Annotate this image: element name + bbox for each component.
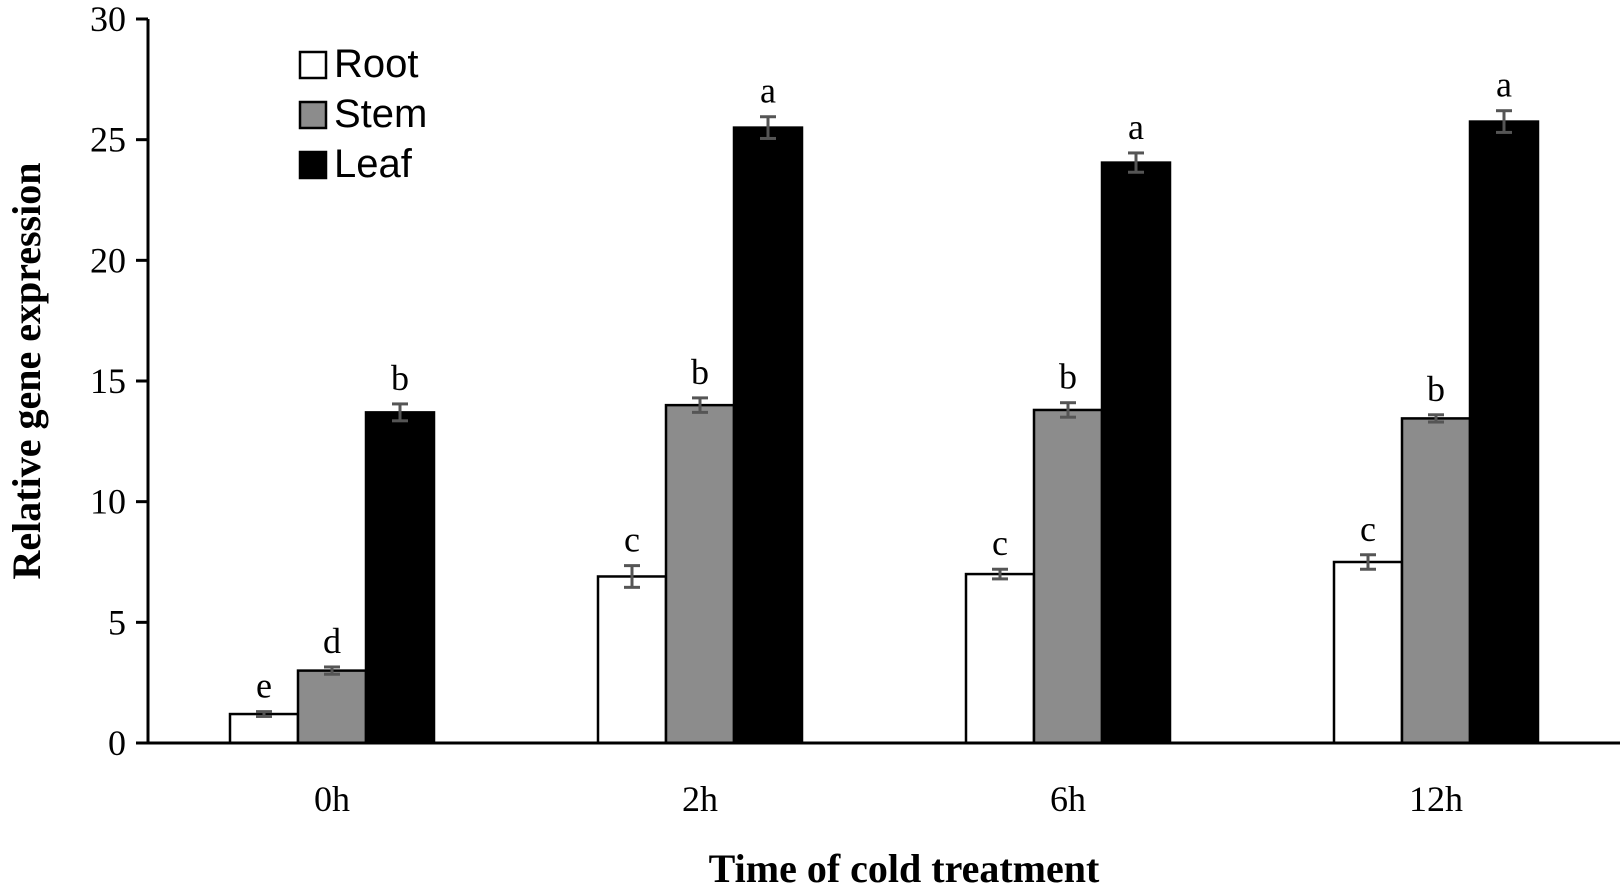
x-tick-label: 12h (1409, 779, 1463, 819)
error-bar-stem-12h (1428, 413, 1444, 424)
bar-root-2h (596, 575, 668, 745)
legend: Root Stem Leaf (298, 42, 427, 186)
y-tick-label: 0 (108, 723, 126, 763)
significance-letter-root-2h: c (624, 520, 640, 560)
error-bar-leaf-6h (1128, 151, 1144, 174)
y-tick-label: 20 (90, 240, 126, 280)
significance-letter-leaf-12h: a (1496, 65, 1512, 105)
y-tick-label: 15 (90, 361, 126, 401)
error-bar-stem-0h (324, 665, 340, 676)
bar-leaf-0h (364, 411, 436, 745)
y-tick-label: 10 (90, 482, 126, 522)
significance-letter-stem-0h: d (323, 621, 341, 661)
legend-swatch-leaf (298, 150, 328, 180)
legend-swatch-stem (298, 100, 328, 130)
y-axis-title: Relative gene expression (4, 163, 49, 580)
significance-letter-root-12h: c (1360, 509, 1376, 549)
error-bar-root-2h (624, 564, 640, 589)
bar-stem-6h (1032, 408, 1104, 745)
error-bar-stem-6h (1060, 401, 1076, 419)
y-ticks: 0 5 10 15 20 25 30 (90, 0, 148, 763)
error-bar-root-6h (992, 567, 1008, 581)
error-bar-leaf-12h (1496, 109, 1512, 134)
significance-letter-root-6h: c (992, 523, 1008, 563)
bar-root-6h (964, 572, 1036, 745)
significance-letter-stem-12h: b (1427, 369, 1445, 409)
x-ticks: 0h 2h 6h 12h (314, 779, 1463, 819)
y-tick-label: 25 (90, 120, 126, 160)
error-bar-stem-2h (692, 396, 708, 414)
x-tick-label: 6h (1050, 779, 1086, 819)
bars-layer: e d b c b a c b a c b a (228, 65, 1540, 745)
legend-label-root: Root (334, 42, 419, 86)
error-bar-root-12h (1360, 553, 1376, 571)
legend-label-stem: Stem (334, 92, 427, 136)
significance-letter-leaf-0h: b (391, 358, 409, 398)
bar-leaf-2h (732, 126, 804, 745)
bar-leaf-6h (1100, 161, 1172, 745)
x-tick-label: 0h (314, 779, 350, 819)
legend-label-leaf: Leaf (334, 142, 413, 186)
legend-swatch-root (298, 50, 328, 80)
error-bar-root-0h (256, 710, 272, 718)
error-bar-leaf-0h (392, 402, 408, 423)
bar-stem-12h (1400, 417, 1472, 745)
bar-leaf-12h (1468, 120, 1540, 745)
x-tick-label: 2h (682, 779, 718, 819)
bar-root-12h (1332, 560, 1404, 745)
bar-stem-0h (296, 669, 368, 745)
significance-letter-leaf-2h: a (760, 71, 776, 111)
significance-letter-stem-6h: b (1059, 357, 1077, 397)
x-axis-title: Time of cold treatment (709, 846, 1100, 890)
y-tick-label: 30 (90, 0, 126, 39)
y-tick-label: 5 (108, 602, 126, 642)
bar-stem-2h (664, 403, 736, 745)
bar-root-0h (228, 712, 300, 745)
significance-letter-leaf-6h: a (1128, 107, 1144, 147)
significance-letter-stem-2h: b (691, 352, 709, 392)
error-bar-leaf-2h (760, 115, 776, 140)
significance-letter-root-0h: e (256, 666, 272, 706)
